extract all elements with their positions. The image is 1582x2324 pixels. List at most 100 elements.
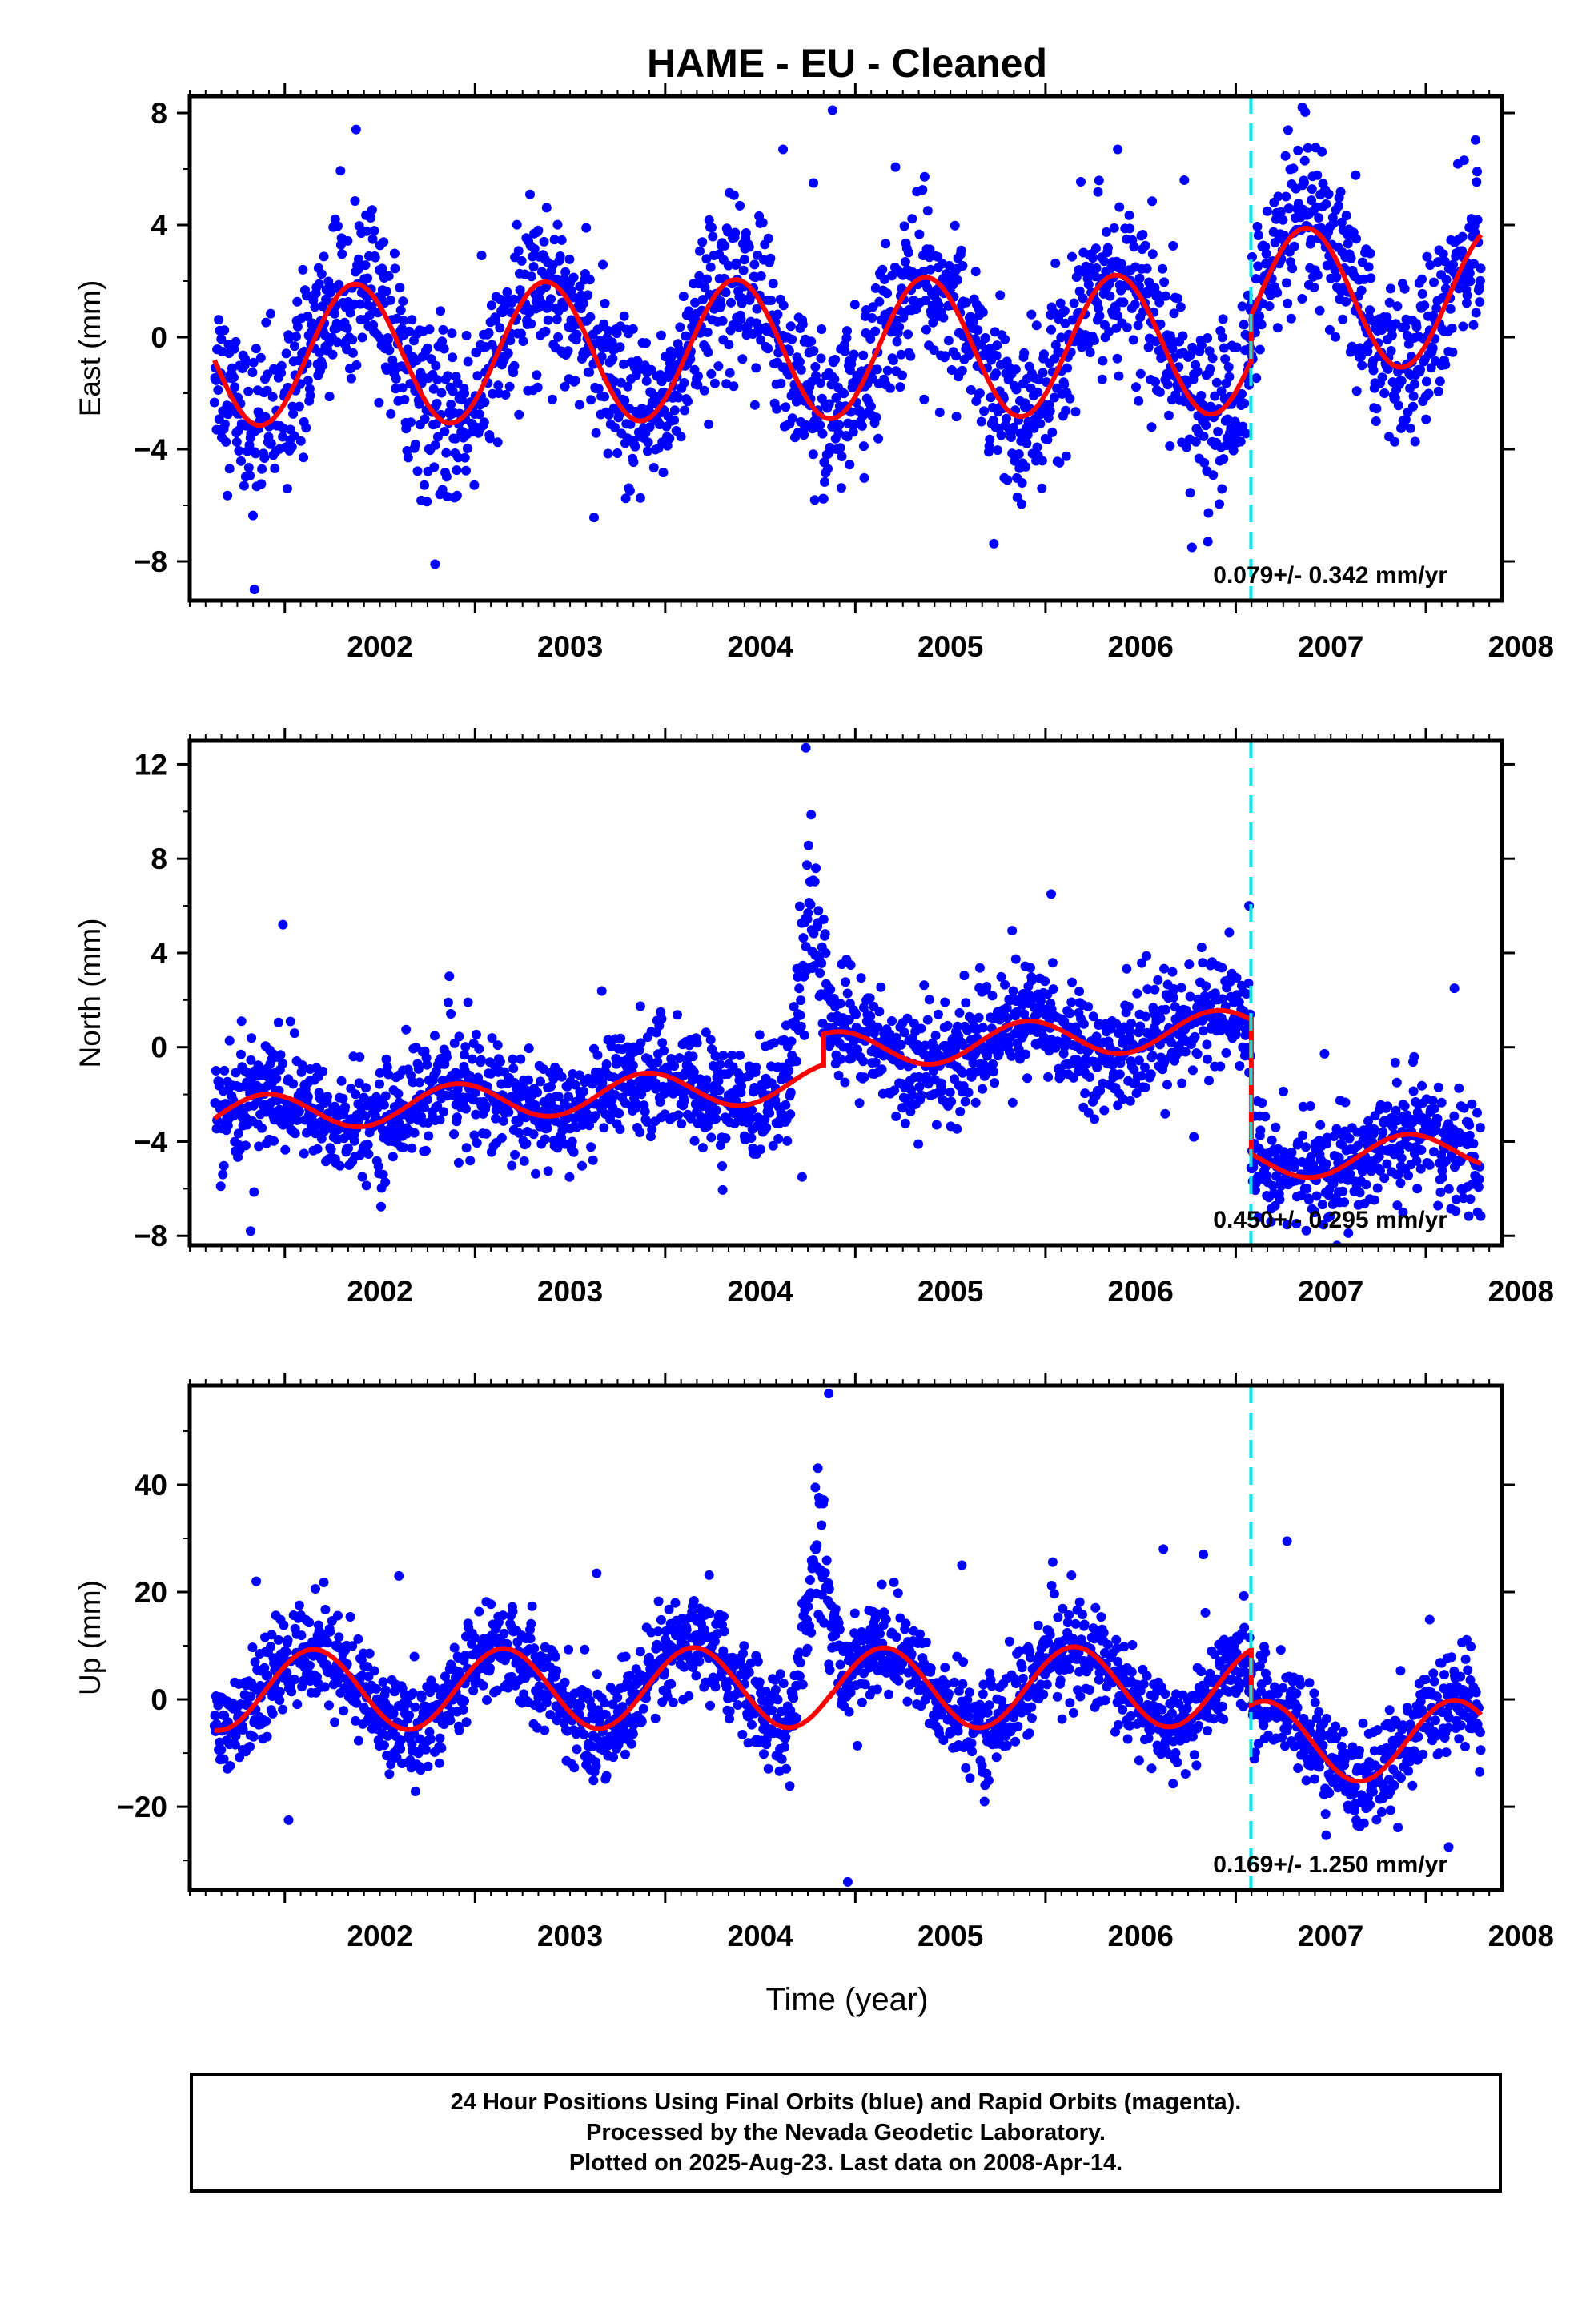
data-point <box>1038 349 1049 360</box>
data-point <box>407 1143 417 1153</box>
data-point <box>1239 320 1249 330</box>
data-point <box>270 464 280 473</box>
data-point <box>292 1115 303 1125</box>
data-point <box>1440 360 1451 370</box>
data-point <box>816 353 826 364</box>
data-point <box>820 929 830 939</box>
data-point <box>1432 1113 1443 1124</box>
data-point <box>796 1021 806 1031</box>
data-point <box>921 296 931 306</box>
data-point <box>446 400 456 409</box>
data-point <box>1288 163 1299 174</box>
data-point <box>555 251 565 261</box>
data-point <box>574 1070 584 1080</box>
data-point <box>529 243 540 254</box>
data-point <box>1437 1165 1447 1176</box>
data-point <box>1410 436 1420 447</box>
data-point <box>839 388 849 399</box>
data-point <box>831 392 841 403</box>
data-point <box>543 315 553 325</box>
data-point <box>214 315 224 325</box>
data-point <box>326 282 336 292</box>
data-point <box>845 460 855 470</box>
data-point <box>461 465 471 476</box>
data-point <box>1038 1032 1049 1043</box>
data-point <box>909 1019 919 1029</box>
data-point <box>1459 155 1469 166</box>
data-point <box>223 490 233 501</box>
data-point <box>541 203 552 213</box>
data-point <box>1476 1211 1486 1221</box>
data-point <box>560 267 571 277</box>
data-point <box>724 340 734 350</box>
data-point <box>818 493 829 504</box>
data-point <box>290 341 299 352</box>
data-point <box>773 1133 784 1144</box>
data-point <box>324 392 335 402</box>
data-point <box>1135 368 1146 379</box>
data-point <box>421 1053 432 1063</box>
data-point <box>441 1052 452 1063</box>
data-point <box>1146 422 1157 432</box>
data-point <box>934 408 945 417</box>
data-point <box>1088 1011 1098 1022</box>
data-point <box>1382 312 1392 323</box>
data-point <box>1217 963 1227 973</box>
data-point <box>1307 184 1317 195</box>
data-point <box>272 1096 283 1106</box>
data-point <box>318 1066 328 1076</box>
data-point <box>1433 1200 1443 1211</box>
data-point <box>781 402 791 412</box>
x-tick-label: 2006 <box>1108 1275 1174 1308</box>
data-point <box>422 1059 432 1070</box>
data-point <box>1328 219 1339 228</box>
data-point <box>1010 456 1020 466</box>
data-point <box>1153 975 1163 985</box>
data-point <box>584 367 595 377</box>
data-point <box>836 1054 846 1064</box>
data-point-outlier <box>1186 542 1197 553</box>
data-point <box>805 899 816 910</box>
data-point <box>568 1147 579 1157</box>
data-point <box>765 1108 775 1118</box>
data-point <box>526 271 536 282</box>
data-point <box>1391 1077 1402 1088</box>
data-point <box>491 316 501 326</box>
data-point <box>1468 320 1479 330</box>
data-point <box>586 1142 596 1152</box>
data-point <box>1006 1051 1017 1061</box>
data-point <box>1000 979 1010 990</box>
data-point <box>1474 1174 1484 1184</box>
data-point <box>656 330 666 340</box>
data-point <box>391 373 401 384</box>
data-point <box>701 1075 712 1085</box>
data-point <box>700 283 710 292</box>
data-point <box>647 1124 657 1135</box>
data-point <box>1125 1026 1135 1036</box>
data-point <box>491 1113 501 1124</box>
data-point <box>1471 135 1480 145</box>
data-point <box>370 252 380 263</box>
data-point <box>1440 1156 1451 1167</box>
data-point <box>528 262 539 272</box>
data-point <box>1311 1191 1322 1201</box>
data-point <box>508 294 519 304</box>
data-point <box>386 408 396 419</box>
data-point <box>295 436 306 446</box>
data-point <box>335 166 346 176</box>
data-point <box>514 409 524 420</box>
data-point <box>1451 1194 1461 1204</box>
data-point <box>1467 1099 1477 1109</box>
y-tick-label: 12 <box>135 748 167 781</box>
data-point <box>298 264 308 275</box>
data-point <box>1201 420 1211 431</box>
data-point <box>319 251 329 262</box>
x-tick-label: 2007 <box>1298 1275 1363 1308</box>
data-point <box>404 326 415 336</box>
x-tick-label: 2004 <box>727 1275 793 1308</box>
data-point-outlier <box>809 178 819 188</box>
data-point <box>1335 187 1346 197</box>
data-point <box>628 324 638 334</box>
data-point <box>1184 959 1195 970</box>
